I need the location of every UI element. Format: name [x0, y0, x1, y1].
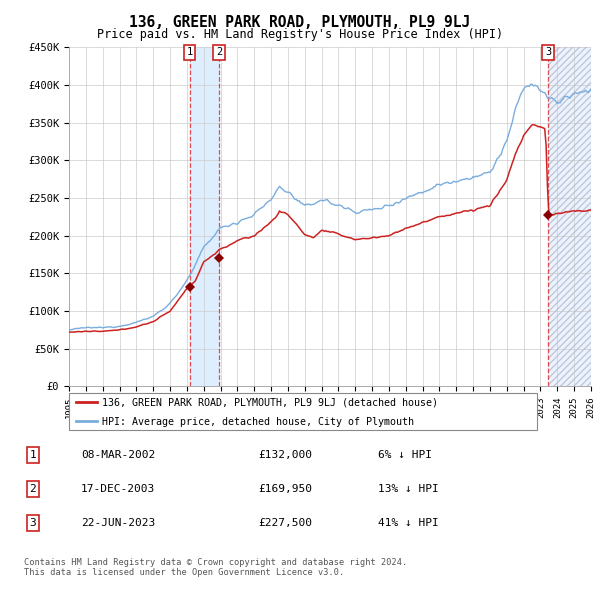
Text: 13% ↓ HPI: 13% ↓ HPI — [378, 484, 439, 494]
Text: 6% ↓ HPI: 6% ↓ HPI — [378, 450, 432, 460]
Bar — [190, 47, 219, 386]
Text: 136, GREEN PARK ROAD, PLYMOUTH, PL9 9LJ: 136, GREEN PARK ROAD, PLYMOUTH, PL9 9LJ — [130, 15, 470, 30]
Bar — [548, 47, 591, 386]
Text: HPI: Average price, detached house, City of Plymouth: HPI: Average price, detached house, City… — [102, 417, 414, 427]
Text: 17-DEC-2003: 17-DEC-2003 — [81, 484, 155, 494]
Text: 3: 3 — [29, 519, 37, 528]
Text: 3: 3 — [545, 47, 551, 57]
Text: 41% ↓ HPI: 41% ↓ HPI — [378, 519, 439, 528]
Text: 08-MAR-2002: 08-MAR-2002 — [81, 450, 155, 460]
Text: 2: 2 — [29, 484, 37, 494]
Text: £132,000: £132,000 — [258, 450, 312, 460]
Text: £227,500: £227,500 — [258, 519, 312, 528]
Text: 1: 1 — [29, 450, 37, 460]
Text: Price paid vs. HM Land Registry's House Price Index (HPI): Price paid vs. HM Land Registry's House … — [97, 28, 503, 41]
Text: £169,950: £169,950 — [258, 484, 312, 494]
Text: 2: 2 — [216, 47, 222, 57]
Bar — [548, 47, 591, 386]
FancyBboxPatch shape — [69, 393, 537, 430]
Text: Contains HM Land Registry data © Crown copyright and database right 2024.
This d: Contains HM Land Registry data © Crown c… — [24, 558, 407, 577]
Text: 22-JUN-2023: 22-JUN-2023 — [81, 519, 155, 528]
Text: 136, GREEN PARK ROAD, PLYMOUTH, PL9 9LJ (detached house): 136, GREEN PARK ROAD, PLYMOUTH, PL9 9LJ … — [102, 398, 438, 408]
Text: 1: 1 — [187, 47, 193, 57]
